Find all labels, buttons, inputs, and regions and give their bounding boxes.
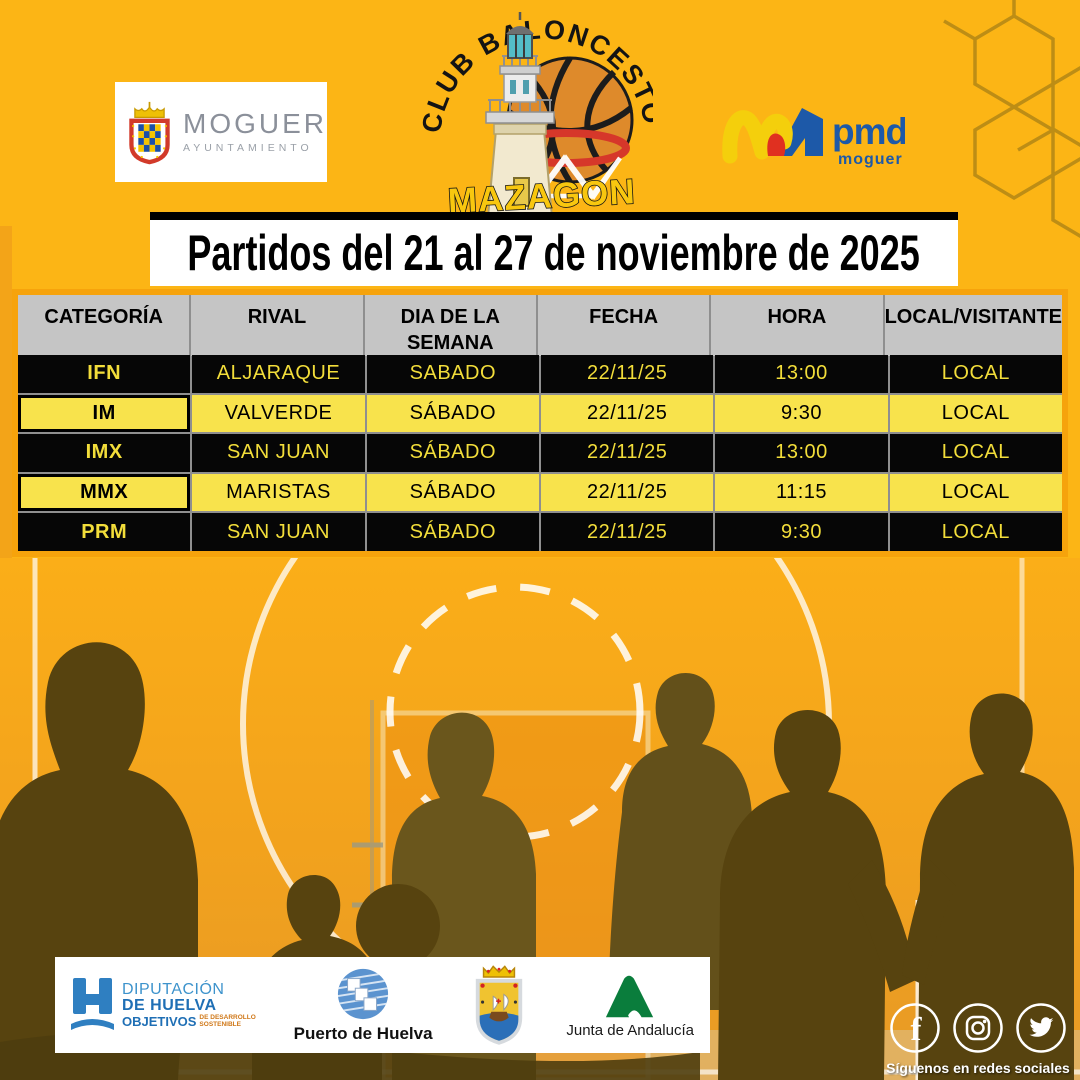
table-row: PRM SAN JUAN SÁBADO 22/11/25 9:30 LOCAL	[18, 513, 1062, 551]
table-row: IFN ALJARAQUE SABADO 22/11/25 13:00 LOCA…	[18, 355, 1062, 393]
cell-categoria: IM	[18, 394, 191, 433]
diputacion-h-icon	[71, 978, 114, 1030]
column-header-dia: DIA DE LA SEMANA	[364, 295, 536, 356]
social-block: f Síguenos en redes sociales	[872, 1002, 1080, 1076]
cell-fecha: 22/11/25	[540, 355, 714, 393]
moguer-crest-icon	[129, 101, 170, 165]
junta-andalucia-logo: Junta de Andalucía	[566, 972, 694, 1039]
lighthouse-icon	[485, 12, 555, 217]
cell-rival: MARISTAS	[192, 473, 365, 512]
cell-dia: SÁBADO	[366, 434, 539, 472]
twitter-icon[interactable]	[1015, 1002, 1067, 1054]
diputacion-line4: DE DESARROLLO	[199, 1014, 256, 1022]
cell-fecha: 22/11/25	[540, 473, 714, 512]
column-header-hora: HORA	[711, 295, 883, 356]
cell-categoria: MMX	[18, 473, 191, 512]
cell-fecha: 22/11/25	[540, 434, 714, 472]
city-crest-icon	[476, 965, 523, 1045]
cell-fecha: 22/11/25	[540, 394, 714, 433]
table-row: MMX MARISTAS SÁBADO 22/11/25 11:15 LOCAL	[18, 473, 1062, 512]
cell-categoria: IMX	[18, 434, 191, 472]
cell-categoria: PRM	[18, 513, 191, 551]
ayuntamiento-moguer-logo: MOGUER AYUNTAMIENTO	[115, 82, 327, 182]
title-top-bar	[150, 212, 958, 220]
club-baloncesto-mazagon-logo: CLUB BALONCESTO	[418, 12, 653, 217]
schedule-table: CATEGORÍA RIVAL DIA DE LA SEMANA FECHA H…	[12, 289, 1068, 557]
pmd-red-shape	[767, 133, 786, 156]
column-header-fecha: FECHA	[537, 295, 710, 356]
junta-andalucia-label: Junta de Andalucía	[566, 1021, 694, 1039]
column-header-local-visitante: LOCAL/VISITANTE	[884, 295, 1062, 356]
puerto-huelva-icon	[338, 968, 389, 1019]
instagram-icon[interactable]	[952, 1002, 1004, 1054]
diputacion-huelva-logo: DIPUTACIÓN DE HUELVA OBJETIVOS DE DESARR…	[71, 974, 256, 1036]
column-header-rival: RIVAL	[191, 295, 363, 356]
cell-fecha: 22/11/25	[540, 513, 714, 551]
cell-hora: 13:00	[715, 355, 888, 393]
cell-dia: SÁBADO	[366, 394, 539, 433]
table-row: IM VALVERDE SÁBADO 22/11/25 9:30 LOCAL	[18, 394, 1062, 433]
cell-rival: SAN JUAN	[192, 434, 365, 472]
column-header-categoria: CATEGORÍA	[18, 295, 190, 356]
cell-rival: ALJARAQUE	[192, 355, 365, 393]
diputacion-line5: SOSTENIBLE	[199, 1021, 241, 1029]
sponsors-strip: DIPUTACIÓN DE HUELVA OBJETIVOS DE DESARR…	[55, 957, 710, 1053]
cell-hora: 9:30	[715, 394, 888, 433]
cell-categoria: IFN	[18, 355, 191, 393]
social-caption: Síguenos en redes sociales	[886, 1060, 1070, 1076]
table-header-row: CATEGORÍA RIVAL DIA DE LA SEMANA FECHA H…	[18, 295, 1062, 356]
cell-local-visitante: LOCAL	[889, 434, 1062, 472]
club-logo-name: MAZAGON	[447, 172, 637, 217]
cell-local-visitante: LOCAL	[889, 394, 1062, 433]
cell-rival: VALVERDE	[192, 394, 365, 433]
junta-andalucia-icon	[606, 975, 654, 1017]
facebook-icon[interactable]: f	[889, 1002, 941, 1054]
hexagon-pattern	[943, 0, 1080, 238]
cell-local-visitante: LOCAL	[889, 355, 1062, 393]
cell-hora: 11:15	[715, 473, 888, 512]
basketball-silhouette	[356, 884, 440, 968]
puerto-huelva-label: Puerto de Huelva	[293, 1023, 433, 1043]
pmd-town: moguer	[838, 151, 903, 168]
cell-local-visitante: LOCAL	[889, 513, 1062, 551]
diputacion-line1: DIPUTACIÓN	[122, 980, 225, 998]
cell-dia: SÁBADO	[366, 473, 539, 512]
cell-local-visitante: LOCAL	[889, 473, 1062, 512]
cell-rival: SAN JUAN	[192, 513, 365, 551]
cell-dia: SABADO	[366, 355, 539, 393]
diputacion-line2: DE HUELVA	[122, 996, 217, 1014]
poster-title-box: Partidos del 21 al 27 de noviembre de 20…	[150, 212, 958, 286]
moguer-logo-subtitle: AYUNTAMIENTO	[183, 142, 313, 154]
pmd-acronym: pmd	[832, 111, 905, 152]
diputacion-line3: OBJETIVOS	[122, 1014, 197, 1030]
cell-hora: 13:00	[715, 434, 888, 472]
cell-hora: 9:30	[715, 513, 888, 551]
puerto-huelva-logo: Puerto de Huelva	[294, 967, 433, 1044]
moguer-logo-title: MOGUER	[183, 108, 327, 139]
svg-text:f: f	[911, 1012, 923, 1048]
poster-title: Partidos del 21 al 27 de noviembre de 20…	[187, 225, 921, 281]
pmd-moguer-logo: pmd moguer	[722, 108, 905, 168]
cell-dia: SÁBADO	[366, 513, 539, 551]
table-row: IMX SAN JUAN SÁBADO 22/11/25 13:00 LOCAL	[18, 434, 1062, 472]
